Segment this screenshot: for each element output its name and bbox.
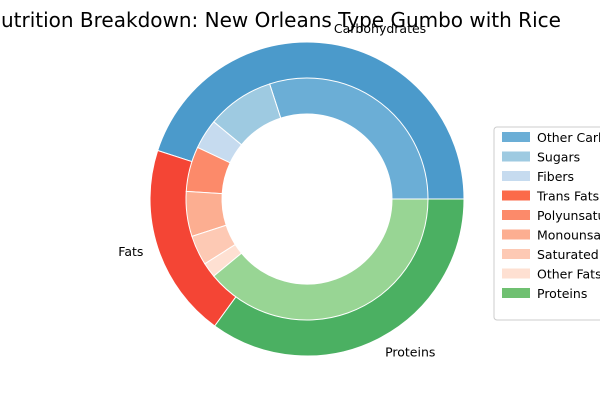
legend-label-trans-fats: Trans Fats bbox=[536, 189, 599, 204]
legend-swatch-other-fats bbox=[502, 268, 530, 279]
legend-label-sugars: Sugars bbox=[537, 150, 580, 165]
legend-swatch-proteins bbox=[502, 288, 530, 298]
chart-title: Nutrition Breakdown: New Orleans Type Gu… bbox=[0, 8, 561, 32]
legend-label-other-carbohydrates: Other Carbohydrates bbox=[537, 130, 600, 145]
legend-label-monounsaturated-fats: Monounsaturated Fats bbox=[537, 228, 600, 243]
outer-label-carbohydrates: Carbohydrates bbox=[334, 21, 426, 36]
inner-slice-proteins bbox=[213, 198, 429, 321]
legend-swatch-other-carbohydrates bbox=[502, 132, 530, 142]
legend-label-polyunsaturated-fats: Polyunsaturated Fats bbox=[537, 208, 600, 223]
legend: Other Carbohydrates Sugars Fibers Trans Fat… bbox=[493, 126, 600, 321]
legend-label-proteins: Proteins bbox=[537, 286, 587, 301]
outer-label-proteins: Proteins bbox=[385, 344, 435, 359]
legend-swatch-saturated-fats bbox=[502, 249, 530, 259]
legend-swatch-monounsaturated-fats bbox=[502, 229, 530, 240]
legend-swatch-fibers bbox=[502, 171, 530, 181]
legend-label-other-fats: Other Fats bbox=[537, 267, 600, 282]
legend-label-saturated-fats: Saturated Fats bbox=[537, 247, 600, 262]
legend-swatch-sugars bbox=[502, 151, 530, 162]
inner-ring bbox=[185, 77, 429, 321]
outer-ring-labels: Carbohydrates Fats Proteins bbox=[118, 21, 435, 359]
legend-label-fibers: Fibers bbox=[537, 169, 574, 184]
outer-label-fats: Fats bbox=[118, 244, 143, 259]
legend-swatch-trans-fats bbox=[502, 190, 530, 201]
legend-swatch-polyunsaturated-fats bbox=[502, 210, 530, 220]
